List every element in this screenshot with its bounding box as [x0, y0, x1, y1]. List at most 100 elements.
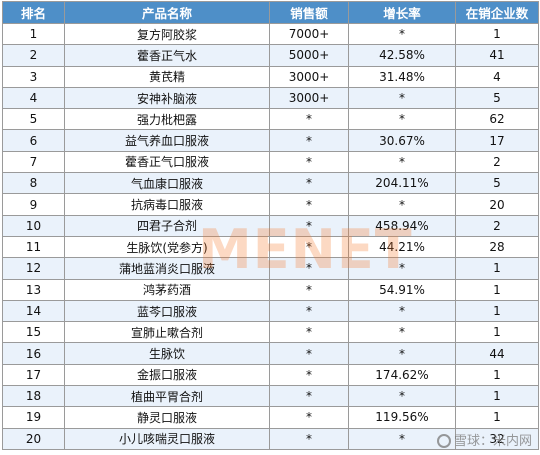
cell-company-count: 62 [455, 108, 539, 131]
table-row: 9 抗病毒口服液 * * 20 [2, 193, 539, 216]
cell-growth-rate: * [348, 385, 456, 408]
table-header-row: 排名 产品名称 销售额 增长率 在销企业数 [2, 1, 539, 24]
cell-rank: 5 [2, 108, 65, 131]
cell-rank: 13 [2, 278, 65, 301]
cell-product-name: 藿香正气水 [64, 44, 270, 67]
header-growth-rate: 增长率 [348, 1, 456, 24]
cell-product-name: 黄芪精 [64, 65, 270, 88]
cell-sales: 3000+ [269, 86, 349, 110]
cell-sales: * [269, 150, 349, 174]
table-row: 16 生脉饮 * * 44 [2, 342, 539, 365]
cell-company-count: 1 [455, 321, 539, 344]
cell-rank: 12 [2, 257, 65, 280]
cell-growth-rate: * [348, 108, 456, 131]
cell-sales: * [269, 299, 349, 323]
cell-growth-rate: * [348, 150, 456, 174]
cell-company-count: 32 [455, 427, 539, 450]
cell-company-count: 5 [455, 172, 539, 195]
cell-rank: 16 [2, 342, 65, 365]
cell-rank: 18 [2, 385, 65, 408]
cell-company-count: 1 [455, 385, 539, 408]
cell-product-name: 益气养血口服液 [64, 129, 270, 152]
cell-product-name: 小儿咳喘灵口服液 [64, 427, 270, 450]
table-row: 12 蒲地蓝消炎口服液 * * 1 [2, 257, 539, 280]
cell-sales: * [269, 108, 349, 131]
table-row: 4 安神补脑液 3000+ * 5 [2, 86, 539, 110]
cell-product-name: 气血康口服液 [64, 172, 270, 195]
cell-rank: 17 [2, 363, 65, 387]
cell-company-count: 1 [455, 257, 539, 280]
cell-company-count: 44 [455, 342, 539, 365]
cell-sales: 5000+ [269, 44, 349, 67]
cell-rank: 2 [2, 44, 65, 67]
cell-product-name: 静灵口服液 [64, 406, 270, 429]
cell-company-count: 1 [455, 278, 539, 301]
table-row: 17 金振口服液 * 174.62% 1 [2, 363, 539, 387]
table-body: 1 复方阿胶浆 7000+ * 1 2 藿香正气水 5000+ 42.58% 41 3 黄芪精 3000… [2, 22, 539, 450]
table-row: 11 生脉饮(党参方) * 44.21% 28 [2, 235, 539, 259]
table-row: 15 宣肺止嗽合剂 * * 1 [2, 321, 539, 344]
cell-sales: * [269, 363, 349, 387]
cell-rank: 20 [2, 427, 65, 450]
table-row: 7 藿香正气口服液 * * 2 [2, 150, 539, 174]
cell-growth-rate: 44.21% [348, 235, 456, 259]
cell-rank: 4 [2, 86, 65, 110]
cell-company-count: 1 [455, 22, 539, 46]
cell-company-count: 20 [455, 193, 539, 216]
cell-rank: 1 [2, 22, 65, 46]
cell-company-count: 1 [455, 406, 539, 429]
table-row: 19 静灵口服液 * 119.56% 1 [2, 406, 539, 429]
table-row: 10 四君子合剂 * 458.94% 2 [2, 214, 539, 237]
cell-growth-rate: 119.56% [348, 406, 456, 429]
cell-company-count: 5 [455, 86, 539, 110]
cell-growth-rate: 174.62% [348, 363, 456, 387]
header-sales: 销售额 [269, 1, 349, 24]
cell-product-name: 强力枇杷露 [64, 108, 270, 131]
cell-growth-rate: 204.11% [348, 172, 456, 195]
cell-rank: 10 [2, 214, 65, 237]
cell-sales: * [269, 172, 349, 195]
cell-sales: * [269, 385, 349, 408]
cell-rank: 3 [2, 65, 65, 88]
cell-growth-rate: * [348, 427, 456, 450]
cell-product-name: 宣肺止嗽合剂 [64, 321, 270, 344]
cell-company-count: 4 [455, 65, 539, 88]
cell-growth-rate: 54.91% [348, 278, 456, 301]
cell-rank: 6 [2, 129, 65, 152]
cell-company-count: 2 [455, 214, 539, 237]
cell-growth-rate: * [348, 321, 456, 344]
header-rank: 排名 [2, 1, 65, 24]
cell-company-count: 2 [455, 150, 539, 174]
table-row: 1 复方阿胶浆 7000+ * 1 [2, 22, 539, 46]
cell-rank: 7 [2, 150, 65, 174]
table-row: 5 强力枇杷露 * * 62 [2, 108, 539, 131]
table-row: 18 植曲平胃合剂 * * 1 [2, 385, 539, 408]
cell-growth-rate: 31.48% [348, 65, 456, 88]
cell-company-count: 1 [455, 299, 539, 323]
cell-product-name: 四君子合剂 [64, 214, 270, 237]
header-company-count: 在销企业数 [455, 1, 539, 24]
cell-sales: * [269, 235, 349, 259]
cell-growth-rate: * [348, 22, 456, 46]
cell-sales: * [269, 321, 349, 344]
cell-growth-rate: * [348, 299, 456, 323]
cell-rank: 8 [2, 172, 65, 195]
cell-product-name: 鸿茅药酒 [64, 278, 270, 301]
cell-sales: * [269, 193, 349, 216]
cell-rank: 9 [2, 193, 65, 216]
cell-rank: 11 [2, 235, 65, 259]
cell-growth-rate: 42.58% [348, 44, 456, 67]
cell-sales: * [269, 214, 349, 237]
cell-sales: 7000+ [269, 22, 349, 46]
cell-product-name: 蓝芩口服液 [64, 299, 270, 323]
cell-sales: * [269, 427, 349, 450]
header-product-name: 产品名称 [64, 1, 270, 24]
cell-growth-rate: * [348, 257, 456, 280]
cell-product-name: 安神补脑液 [64, 86, 270, 110]
table-row: 6 益气养血口服液 * 30.67% 17 [2, 129, 539, 152]
cell-company-count: 41 [455, 44, 539, 67]
cell-rank: 14 [2, 299, 65, 323]
cell-growth-rate: 458.94% [348, 214, 456, 237]
cell-product-name: 生脉饮(党参方) [64, 235, 270, 259]
